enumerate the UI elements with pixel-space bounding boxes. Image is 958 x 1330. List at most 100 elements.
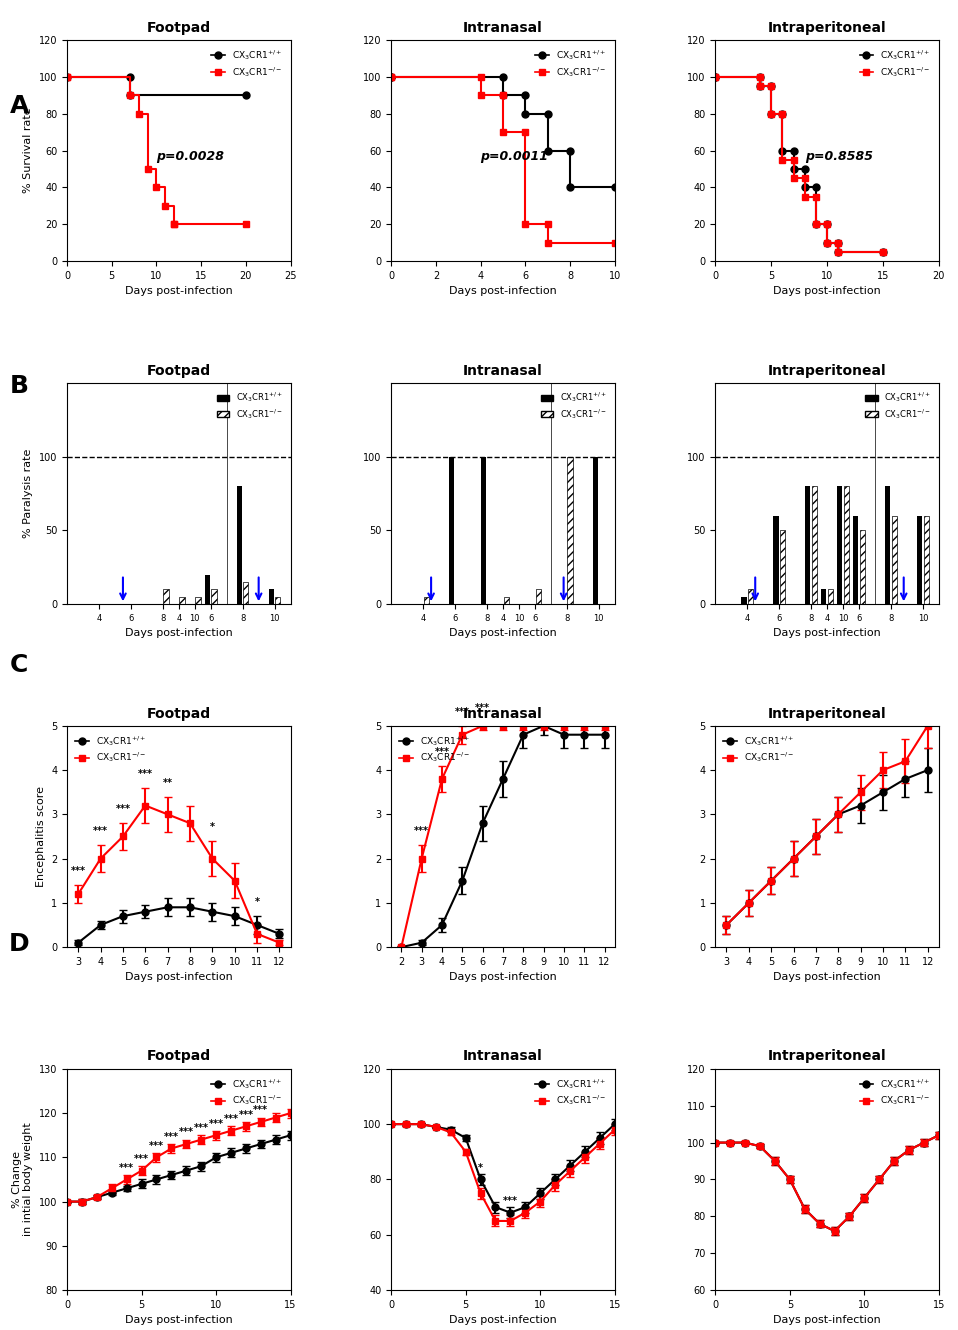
Bar [423, 597, 429, 604]
Legend: CX$_3$CR1$^{+/+}$, CX$_3$CR1$^{-/-}$: CX$_3$CR1$^{+/+}$, CX$_3$CR1$^{-/-}$ [396, 730, 474, 769]
Text: ***: *** [93, 826, 108, 837]
Bar [504, 597, 509, 604]
Text: B: B [10, 374, 29, 398]
X-axis label: Days post-infection: Days post-infection [773, 972, 881, 983]
Bar [567, 456, 573, 604]
Title: Footpad: Footpad [147, 20, 211, 35]
Bar [536, 589, 540, 604]
Bar [821, 589, 827, 604]
Legend: CX$_3$CR1$^{+/+}$, CX$_3$CR1$^{-/-}$: CX$_3$CR1$^{+/+}$, CX$_3$CR1$^{-/-}$ [855, 44, 934, 82]
Bar [885, 487, 890, 604]
Bar [748, 589, 753, 604]
Text: ***: *** [116, 805, 130, 814]
Text: ***: *** [138, 769, 152, 779]
Legend: CX$_3$CR1$^{+/+}$, CX$_3$CR1$^{-/-}$: CX$_3$CR1$^{+/+}$, CX$_3$CR1$^{-/-}$ [532, 44, 610, 82]
Bar [837, 487, 842, 604]
Bar [195, 597, 200, 604]
Text: ***: *** [194, 1123, 209, 1133]
Text: *: * [478, 1162, 483, 1173]
X-axis label: Days post-infection: Days post-infection [773, 1315, 881, 1326]
Bar [892, 516, 897, 604]
Legend: CX$_3$CR1$^{+/+}$, CX$_3$CR1$^{-/-}$: CX$_3$CR1$^{+/+}$, CX$_3$CR1$^{-/-}$ [719, 730, 798, 769]
Text: ***: *** [134, 1154, 149, 1164]
Y-axis label: Encephalitis score: Encephalitis score [35, 786, 46, 887]
Legend: CX$_3$CR1$^{+/+}$, CX$_3$CR1$^{-/-}$: CX$_3$CR1$^{+/+}$, CX$_3$CR1$^{-/-}$ [214, 387, 286, 424]
Text: *: * [255, 898, 260, 907]
Title: Intranasal: Intranasal [463, 1049, 543, 1064]
Title: Intranasal: Intranasal [463, 20, 543, 35]
Text: C: C [10, 653, 29, 677]
Text: ***: *** [455, 708, 469, 717]
Text: ***: *** [209, 1119, 223, 1129]
Legend: CX$_3$CR1$^{+/+}$, CX$_3$CR1$^{-/-}$: CX$_3$CR1$^{+/+}$, CX$_3$CR1$^{-/-}$ [861, 387, 935, 424]
Title: Intranasal: Intranasal [463, 706, 543, 721]
X-axis label: Days post-infection: Days post-infection [125, 629, 233, 638]
Text: ***: *** [223, 1115, 239, 1124]
Bar [212, 589, 217, 604]
Text: ***: *** [164, 1132, 179, 1142]
Legend: CX$_3$CR1$^{+/+}$, CX$_3$CR1$^{-/-}$: CX$_3$CR1$^{+/+}$, CX$_3$CR1$^{-/-}$ [208, 1073, 286, 1111]
Text: D: D [9, 932, 30, 956]
Text: p=0.8585: p=0.8585 [805, 150, 873, 162]
Bar [811, 487, 817, 604]
X-axis label: Days post-infection: Days post-infection [449, 629, 557, 638]
Title: Footpad: Footpad [147, 363, 211, 378]
Bar [449, 456, 454, 604]
Legend: CX$_3$CR1$^{+/+}$, CX$_3$CR1$^{-/-}$: CX$_3$CR1$^{+/+}$, CX$_3$CR1$^{-/-}$ [532, 1073, 610, 1111]
Legend: CX$_3$CR1$^{+/+}$, CX$_3$CR1$^{-/-}$: CX$_3$CR1$^{+/+}$, CX$_3$CR1$^{-/-}$ [208, 44, 286, 82]
Text: ***: *** [475, 702, 490, 713]
Bar [179, 597, 185, 604]
Bar [269, 589, 274, 604]
Bar [243, 583, 248, 604]
Text: ***: *** [435, 747, 449, 757]
X-axis label: Days post-infection: Days post-infection [773, 629, 881, 638]
X-axis label: Days post-infection: Days post-infection [449, 286, 557, 297]
Legend: CX$_3$CR1$^{+/+}$, CX$_3$CR1$^{-/-}$: CX$_3$CR1$^{+/+}$, CX$_3$CR1$^{-/-}$ [855, 1073, 934, 1111]
Bar [205, 575, 210, 604]
X-axis label: Days post-infection: Days post-infection [773, 286, 881, 297]
Bar [806, 487, 810, 604]
Text: ***: *** [179, 1128, 194, 1137]
Bar [854, 516, 858, 604]
Bar [741, 597, 746, 604]
Title: Footpad: Footpad [147, 706, 211, 721]
Legend: CX$_3$CR1$^{+/+}$, CX$_3$CR1$^{-/-}$: CX$_3$CR1$^{+/+}$, CX$_3$CR1$^{-/-}$ [537, 387, 610, 424]
Text: ***: *** [71, 866, 85, 876]
Bar [164, 589, 169, 604]
Y-axis label: % Survival rate: % Survival rate [23, 108, 34, 193]
Text: *: * [210, 822, 215, 833]
Title: Intraperitoneal: Intraperitoneal [767, 706, 886, 721]
Text: ***: *** [414, 826, 429, 837]
Title: Intraperitoneal: Intraperitoneal [767, 1049, 886, 1064]
Bar [275, 597, 281, 604]
Text: A: A [10, 94, 29, 118]
Y-axis label: % Change
in intial body weight: % Change in intial body weight [11, 1123, 34, 1237]
Bar [859, 531, 865, 604]
Bar [237, 487, 242, 604]
Text: ***: *** [239, 1109, 253, 1120]
Text: ***: *** [119, 1162, 134, 1173]
X-axis label: Days post-infection: Days post-infection [449, 1315, 557, 1326]
Title: Intraperitoneal: Intraperitoneal [767, 20, 886, 35]
Text: **: ** [163, 778, 172, 787]
Bar [481, 456, 487, 604]
Legend: CX$_3$CR1$^{+/+}$, CX$_3$CR1$^{-/-}$: CX$_3$CR1$^{+/+}$, CX$_3$CR1$^{-/-}$ [72, 730, 150, 769]
Title: Intraperitoneal: Intraperitoneal [767, 363, 886, 378]
X-axis label: Days post-infection: Days post-infection [125, 286, 233, 297]
Text: p=0.0011: p=0.0011 [481, 150, 549, 162]
Text: ***: *** [149, 1141, 164, 1150]
Title: Footpad: Footpad [147, 1049, 211, 1064]
Text: p=0.0028: p=0.0028 [156, 150, 224, 162]
Bar [924, 516, 928, 604]
Bar [780, 531, 785, 604]
Bar [844, 487, 849, 604]
Bar [917, 516, 923, 604]
X-axis label: Days post-infection: Days post-infection [449, 972, 557, 983]
Bar [773, 516, 779, 604]
Title: Intranasal: Intranasal [463, 363, 543, 378]
Bar [593, 456, 598, 604]
Text: ***: *** [253, 1105, 268, 1116]
Bar [828, 589, 833, 604]
X-axis label: Days post-infection: Days post-infection [125, 1315, 233, 1326]
X-axis label: Days post-infection: Days post-infection [125, 972, 233, 983]
